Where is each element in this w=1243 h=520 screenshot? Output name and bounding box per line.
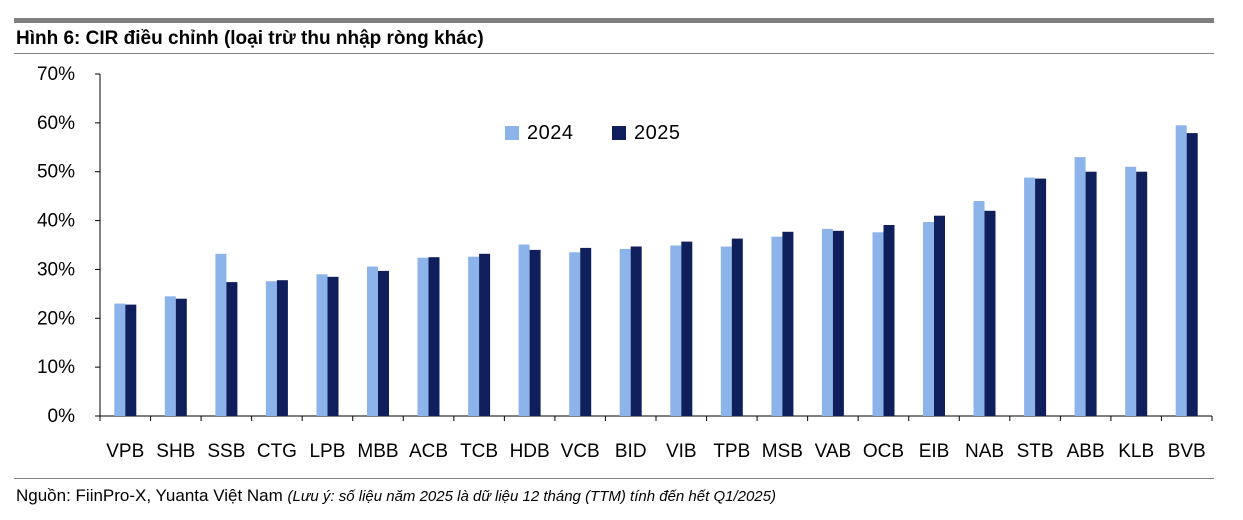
bar-2025-VIB [681,241,693,416]
bar-2024-MSB [771,236,783,416]
bar-2025-OCB [883,225,895,416]
category-label: EIB [919,441,950,462]
x-axis [99,415,1213,421]
category-label: VPB [106,441,144,462]
category-label: CTG [257,441,297,462]
chart-title: Hình 6: CIR điều chỉnh (loại trừ thu nhậ… [16,28,484,49]
bar-2024-TCB [468,256,480,416]
bar-2025-KLB [1136,171,1148,416]
title-rule [14,53,1214,54]
y-tick-label: 0% [48,406,76,427]
bar-2024-OCB [872,232,884,416]
category-label: VIB [666,441,697,462]
category-label: MSB [762,441,803,462]
category-label: NAB [965,441,1004,462]
source-line: Nguồn: FiinPro-X, Yuanta Việt Nam (Lưu ý… [16,486,776,506]
legend-swatch-2024 [505,126,519,140]
bar-2024-STB [1024,177,1036,416]
bar-2025-VPB [125,304,137,416]
category-label: SHB [156,441,195,462]
bar-2025-ABB [1085,171,1097,416]
bar-2025-MBB [378,270,389,416]
bar-2025-VCB [580,247,592,416]
y-tick-label: 50% [37,162,75,183]
bar-2024-EIB [923,222,934,416]
category-label: ACB [409,441,448,462]
bar-2025-SHB [175,298,187,416]
bar-2024-MBB [367,266,378,416]
category-label: LPB [309,441,345,462]
bar-2025-EIB [934,215,945,416]
bar-2024-ABB [1074,157,1086,416]
category-label: KLB [1118,441,1154,462]
bar-2025-TPB [731,238,743,416]
bar-2025-CTG [276,280,288,416]
bar-2025-BVB [1186,133,1198,416]
legend: 2024 2025 [505,122,681,144]
bottom-rule [14,478,1214,479]
category-label: BVB [1168,441,1206,462]
bar-2024-LPB [316,274,328,416]
category-label: OCB [863,441,904,462]
bar-2024-VIB [670,245,682,416]
source-label: Nguồn: FiinPro-X, Yuanta Việt Nam [16,486,283,505]
category-label: TPB [713,441,750,462]
category-label: VAB [815,441,852,462]
category-label: VCB [561,441,600,462]
bar-2025-STB [1035,178,1047,416]
bar-2025-ACB [428,257,440,416]
y-axis: 0% 10% 20% 30% 40% 50% 60% 70% [37,64,101,427]
bar-2024-SSB [215,253,227,416]
bar-2025-TCB [479,253,491,416]
bar-2024-VCB [569,252,581,416]
y-tick-label: 30% [37,259,75,280]
bar-2024-TPB [720,246,732,416]
bar-2024-NAB [973,201,985,416]
y-tick-label: 20% [37,308,75,329]
bar-2025-SSB [226,282,238,416]
category-label: SSB [207,441,245,462]
y-tick-label: 40% [37,211,75,232]
category-label: BID [615,441,647,462]
top-rule [14,18,1214,23]
y-tick-label: 70% [37,64,75,85]
bar-2024-VAB [821,228,833,416]
category-labels: VPB SHB SSB CTG LPB MBB ACB TCB HDB VCB BID VIB TPB M… [106,441,1205,462]
category-label: STB [1017,441,1054,462]
legend-swatch-2025 [612,126,626,140]
bar-2024-HDB [518,244,530,416]
legend-label-2024: 2024 [527,122,574,144]
bar-2024-KLB [1125,166,1137,416]
bar-2024-BVB [1175,125,1187,417]
source-note: (Lưu ý: số liệu năm 2025 là dữ liệu 12 t… [287,488,776,505]
bar-chart: 0% 10% 20% 30% 40% 50% 60% 70% VPB SHB SSB CTG LPB M… [37,64,1213,462]
bar-2025-BID [630,246,642,416]
category-label: MBB [357,441,398,462]
category-label: ABB [1067,441,1105,462]
bar-2025-MSB [782,231,794,416]
y-tick-label: 10% [37,357,75,378]
bar-2025-LPB [327,276,339,416]
bar-2024-CTG [265,281,277,416]
bars [114,125,1198,417]
bar-2024-SHB [164,296,176,416]
category-label: TCB [460,441,498,462]
bar-2024-BID [619,248,631,416]
bar-2025-HDB [529,249,541,416]
bar-2024-ACB [417,257,429,416]
y-tick-label: 60% [37,113,75,134]
category-label: HDB [510,441,550,462]
bar-2025-NAB [984,210,996,416]
bar-2025-VAB [832,230,844,416]
bar-2024-VPB [114,303,126,416]
legend-label-2025: 2025 [634,122,681,144]
